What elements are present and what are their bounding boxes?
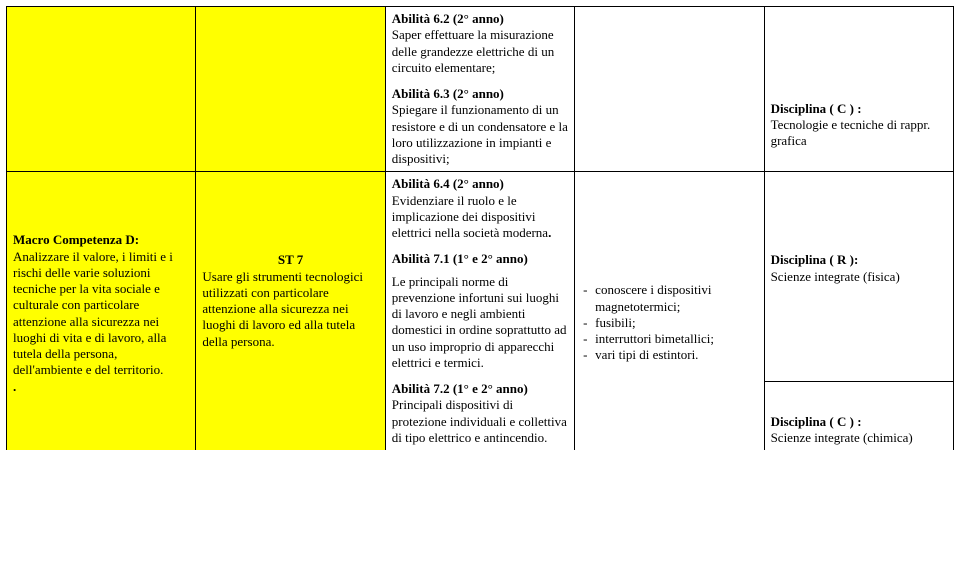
st7-body: Usare gli strumenti tecnologici utilizza… (202, 269, 378, 350)
cell-e3: Disciplina ( C ) : Scienze integrate (ch… (764, 382, 953, 450)
disc-r-title: Disciplina ( R ): (771, 252, 859, 267)
cell-e2: Disciplina ( R ): Scienze integrate (fis… (764, 172, 953, 382)
d-li2: fusibili; (595, 315, 757, 331)
ab64-body: Evidenziare il ruolo e le implicazione d… (392, 193, 568, 242)
d-li1: conoscere i dispositivi magnetotermici; (595, 282, 757, 315)
macro-dot: . (13, 379, 189, 395)
ab64-title: Abilità 6.4 (2° anno) (392, 176, 504, 191)
disc-c-body: Tecnologie e tecniche di rappr. grafica (771, 117, 947, 150)
d-li3: interruttori bimetallici; (595, 331, 757, 347)
cell-a1 (7, 7, 196, 172)
disc-c-title: Disciplina ( C ) : (771, 101, 862, 116)
ab71-body: Le principali norme di prevenzione infor… (392, 274, 568, 372)
disc-r-body: Scienze integrate (fisica) (771, 269, 947, 285)
ab71-title: Abilità 7.1 (1° e 2° anno) (392, 251, 528, 266)
cell-b1 (196, 7, 385, 172)
disc-c2-body: Scienze integrate (chimica) (771, 430, 947, 446)
cell-e1: Disciplina ( C ) : Tecnologie e tecniche… (764, 7, 953, 172)
disc-c2-title: Disciplina ( C ) : (771, 414, 862, 429)
ab62-title: Abilità 6.2 (2° anno) (392, 11, 504, 26)
cell-b2: ST 7 Usare gli strumenti tecnologici uti… (196, 172, 385, 450)
curriculum-table: Abilità 6.2 (2° anno) Saper effettuare l… (6, 6, 954, 450)
cell-d1 (575, 7, 764, 172)
cell-c1: Abilità 6.2 (2° anno) Saper effettuare l… (385, 7, 574, 172)
ab63-title: Abilità 6.3 (2° anno) (392, 86, 504, 101)
cell-a2: Macro Competenza D: Analizzare il valore… (7, 172, 196, 450)
ab72-line: Abilità 7.2 (1° e 2° anno) (392, 381, 568, 397)
macro-body: Analizzare il valore, i limiti e i risch… (13, 249, 189, 379)
cell-c2: Abilità 6.4 (2° anno) Evidenziare il ruo… (385, 172, 574, 450)
ab72-body: Principali dispositivi di protezione ind… (392, 397, 568, 446)
macro-title: Macro Competenza D: (13, 232, 139, 247)
ab63-body: Spiegare il funzionamento di un resistor… (392, 102, 568, 167)
cell-d2: -conoscere i dispositivi magnetotermici;… (575, 172, 764, 450)
ab62-body: Saper effettuare la misurazione delle gr… (392, 27, 568, 76)
st7-title: ST 7 (278, 252, 303, 267)
d-li4: vari tipi di estintori. (595, 347, 757, 363)
